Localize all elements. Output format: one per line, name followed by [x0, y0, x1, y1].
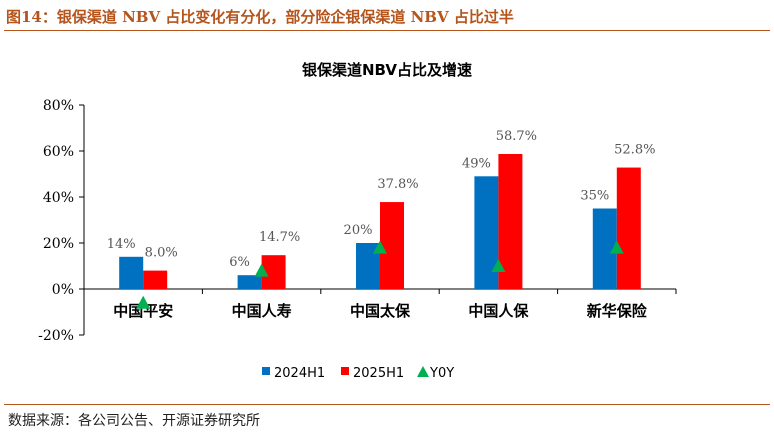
data-label: 49%	[462, 156, 491, 171]
legend-swatch	[341, 367, 349, 375]
bar-2024H1	[474, 176, 499, 289]
yoy-marker	[491, 259, 506, 272]
x-tick-label: 中国人保	[468, 302, 529, 320]
x-tick-label: 新华保险	[587, 302, 648, 320]
bar-2025H1	[143, 270, 168, 289]
yoy-marker	[373, 240, 387, 254]
figure-title: 图14：银保渠道 NBV 占比变化有分化，部分险企银保渠道 NBV 占比过半	[6, 8, 514, 26]
data-label: 58.7%	[496, 129, 537, 144]
yoy-marker	[136, 295, 151, 309]
source-note: 数据来源：各公司公告、开源证券研究所	[8, 413, 260, 429]
footer-divider	[4, 404, 770, 405]
bar-2025H1	[616, 167, 641, 289]
x-tick-label: 中国太保	[350, 302, 411, 320]
bar-2024H1	[237, 275, 262, 289]
y-tick-label: 0%	[52, 282, 74, 298]
data-label: 14%	[107, 237, 136, 252]
chart-title: 银保渠道NBV占比及增速	[302, 61, 472, 79]
y-tick-label: 60%	[43, 144, 74, 160]
data-label: 20%	[344, 223, 373, 238]
data-label: 6%	[229, 255, 250, 270]
y-tick-label: 20%	[43, 236, 74, 252]
data-label: 37.8%	[377, 177, 418, 192]
data-label: 14.7%	[259, 230, 300, 245]
yoy-marker	[254, 263, 269, 277]
bar-2025H1	[380, 202, 404, 289]
data-label: 52.8%	[614, 143, 655, 158]
yoy-marker	[609, 240, 624, 254]
legend-swatch	[417, 366, 429, 377]
title-divider	[4, 30, 770, 31]
y-tick-label: -20%	[38, 328, 74, 344]
legend-label: 2025H1	[353, 366, 404, 381]
legend-swatch	[262, 367, 270, 375]
x-tick-label: 中国平安	[113, 302, 173, 320]
y-tick-label: 80%	[43, 98, 74, 114]
y-tick-label: 40%	[43, 190, 74, 206]
legend-label: 2024H1	[274, 366, 325, 381]
x-tick-label: 中国人寿	[232, 302, 292, 320]
bar-2024H1	[119, 256, 144, 289]
legend-label: Y0Y	[429, 366, 454, 381]
data-label: 8.0%	[145, 246, 178, 261]
data-label: 35%	[580, 189, 609, 204]
